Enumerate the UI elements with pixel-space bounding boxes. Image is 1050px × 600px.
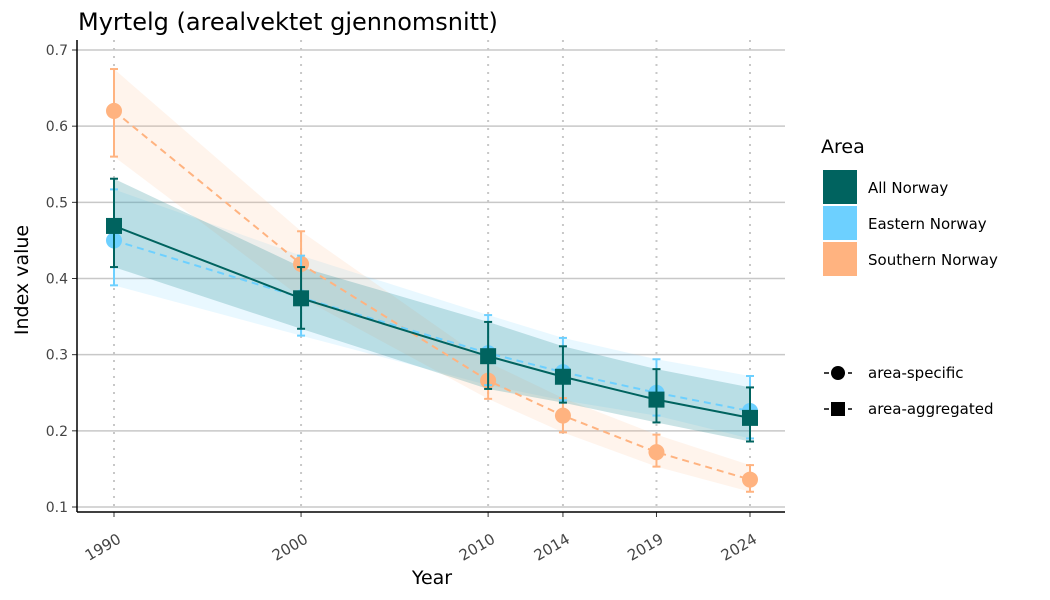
line-southern-norway [113, 110, 751, 481]
point-all-norway [106, 217, 122, 234]
y-tick-label: 0.6 [46, 119, 68, 135]
x-tick-label: 2024 [718, 530, 760, 565]
shape-legend-label: area-specific [868, 364, 964, 382]
point-all-norway [648, 391, 665, 408]
legend-swatch [823, 170, 857, 204]
shape-legend-label: area-aggregated [868, 400, 994, 418]
y-tick-label: 0.3 [46, 348, 68, 364]
x-tick-label: 2000 [269, 530, 311, 565]
y-tick-label: 0.2 [46, 424, 68, 440]
ribbon-southern-norway [114, 69, 750, 492]
y-tick-label: 0.4 [46, 272, 68, 288]
x-tick-label: 2019 [624, 530, 666, 565]
point-all-norway [742, 409, 758, 426]
chart-title: Myrtelg (arealvektet gjennomsnitt) [78, 8, 498, 36]
legend-swatch [823, 206, 857, 240]
point-southern-norway [648, 444, 665, 461]
legend-title: Area [821, 136, 865, 158]
y-tick-label: 0.7 [46, 43, 68, 59]
ribbon-eastern-norway [114, 189, 750, 439]
y-tick-label: 0.1 [46, 500, 68, 516]
point-all-norway [554, 368, 571, 385]
point-all-norway [480, 348, 497, 365]
x-tick-label: 2010 [456, 530, 498, 565]
legend-circle-icon [831, 366, 845, 380]
point-southern-norway [742, 471, 758, 488]
x-tick-label: 2014 [531, 530, 573, 565]
legend-label: Southern Norway [868, 251, 998, 269]
y-axis-label: Index value [11, 225, 33, 335]
legend-label: All Norway [868, 179, 948, 197]
legend-swatch [823, 242, 857, 276]
legend-square-icon [831, 402, 845, 416]
line-eastern-norway [113, 239, 751, 413]
point-southern-norway [554, 407, 571, 424]
x-tick-label: 1990 [82, 530, 124, 565]
point-all-norway [293, 290, 310, 307]
point-southern-norway [106, 102, 122, 119]
y-tick-label: 0.5 [46, 195, 68, 211]
line-all-norway [113, 225, 751, 419]
x-axis-label: Year [411, 567, 452, 589]
ribbon-all-norway [114, 178, 750, 442]
legend-label: Eastern Norway [868, 215, 987, 233]
